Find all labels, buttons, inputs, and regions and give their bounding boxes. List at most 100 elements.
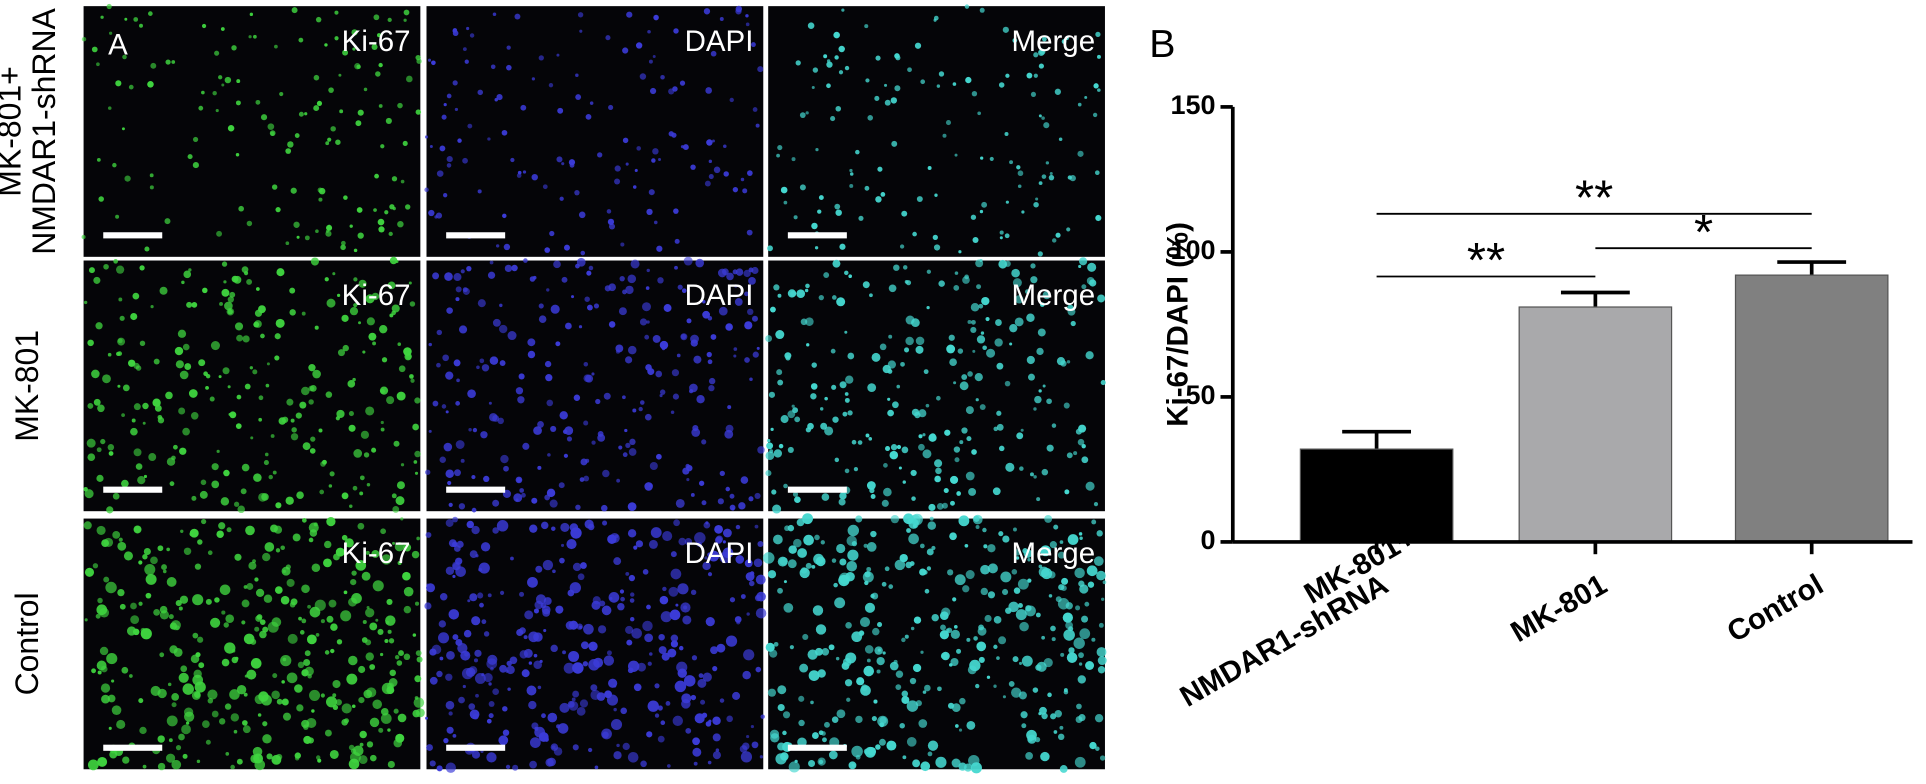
cell bbox=[455, 286, 462, 293]
cell bbox=[165, 753, 176, 763]
cell bbox=[487, 137, 491, 141]
cell bbox=[595, 398, 601, 405]
cell bbox=[628, 448, 637, 456]
cell bbox=[744, 357, 750, 363]
cell bbox=[810, 700, 814, 705]
cell bbox=[1008, 601, 1019, 613]
cell bbox=[821, 731, 826, 736]
cell bbox=[1034, 737, 1041, 743]
cell bbox=[1021, 723, 1027, 729]
cell bbox=[652, 148, 659, 155]
cell bbox=[1011, 569, 1018, 575]
cell bbox=[956, 491, 962, 496]
cell bbox=[402, 140, 408, 147]
cell bbox=[951, 703, 961, 712]
cell bbox=[916, 196, 923, 203]
cell bbox=[1025, 605, 1032, 612]
cell bbox=[452, 516, 458, 523]
cell bbox=[707, 359, 713, 365]
cell bbox=[381, 554, 392, 565]
cell bbox=[642, 569, 649, 575]
cell bbox=[358, 755, 368, 765]
cell bbox=[117, 588, 125, 597]
cell bbox=[882, 364, 891, 374]
cell bbox=[260, 114, 268, 121]
cell bbox=[686, 318, 692, 324]
cell bbox=[1017, 170, 1024, 177]
cell bbox=[1004, 380, 1011, 387]
cell bbox=[102, 374, 111, 384]
cell bbox=[802, 633, 809, 640]
cell bbox=[863, 665, 875, 677]
cell bbox=[1087, 581, 1095, 588]
cell bbox=[849, 183, 854, 188]
cell bbox=[894, 85, 901, 92]
cell bbox=[708, 384, 715, 392]
cell bbox=[662, 586, 667, 592]
cell bbox=[645, 364, 652, 371]
cell bbox=[242, 725, 251, 734]
cell bbox=[704, 180, 711, 187]
cell bbox=[812, 67, 819, 73]
cell bbox=[222, 367, 230, 375]
cell bbox=[1079, 536, 1083, 541]
cell bbox=[185, 721, 190, 725]
cell bbox=[847, 549, 859, 561]
cell bbox=[887, 397, 891, 401]
cell bbox=[190, 412, 199, 420]
cell bbox=[371, 447, 377, 453]
cell bbox=[517, 170, 522, 175]
cell bbox=[582, 661, 589, 667]
cell bbox=[693, 355, 702, 364]
cell bbox=[514, 13, 521, 20]
cell bbox=[372, 699, 382, 710]
cell bbox=[580, 641, 589, 650]
cell bbox=[620, 596, 625, 602]
cell bbox=[820, 540, 825, 545]
cell bbox=[220, 497, 230, 506]
cell bbox=[549, 230, 555, 237]
cell bbox=[275, 753, 283, 761]
cell bbox=[377, 33, 382, 38]
cell bbox=[393, 738, 403, 748]
cell bbox=[254, 320, 262, 328]
cell bbox=[1067, 304, 1074, 312]
cell bbox=[954, 574, 966, 586]
cell bbox=[608, 321, 616, 328]
cell bbox=[770, 733, 780, 743]
cell bbox=[198, 359, 206, 367]
cell bbox=[454, 107, 459, 112]
cell bbox=[751, 42, 756, 48]
cell bbox=[488, 713, 494, 719]
cell bbox=[173, 444, 178, 450]
cell bbox=[234, 656, 239, 661]
cell bbox=[290, 187, 297, 194]
cell bbox=[922, 570, 928, 575]
cell bbox=[675, 603, 679, 607]
cell bbox=[844, 397, 850, 403]
cell bbox=[889, 450, 899, 460]
cell bbox=[645, 286, 650, 290]
cell bbox=[515, 498, 519, 502]
cell bbox=[892, 401, 899, 409]
cell bbox=[301, 584, 310, 594]
cell bbox=[944, 429, 951, 436]
cell bbox=[871, 352, 881, 362]
cell bbox=[996, 410, 1002, 416]
cell bbox=[747, 308, 754, 316]
cell bbox=[993, 644, 998, 650]
cell bbox=[1078, 714, 1086, 722]
cell bbox=[262, 626, 269, 633]
cell bbox=[937, 686, 942, 692]
cell bbox=[337, 349, 345, 357]
cell bbox=[306, 717, 317, 729]
cell bbox=[652, 55, 656, 58]
cell bbox=[965, 570, 975, 580]
cell bbox=[844, 468, 850, 474]
cell bbox=[915, 336, 925, 346]
cell bbox=[510, 556, 514, 561]
cell bbox=[81, 36, 87, 42]
cell bbox=[1038, 566, 1050, 578]
cell bbox=[473, 658, 479, 663]
cell bbox=[229, 291, 236, 298]
